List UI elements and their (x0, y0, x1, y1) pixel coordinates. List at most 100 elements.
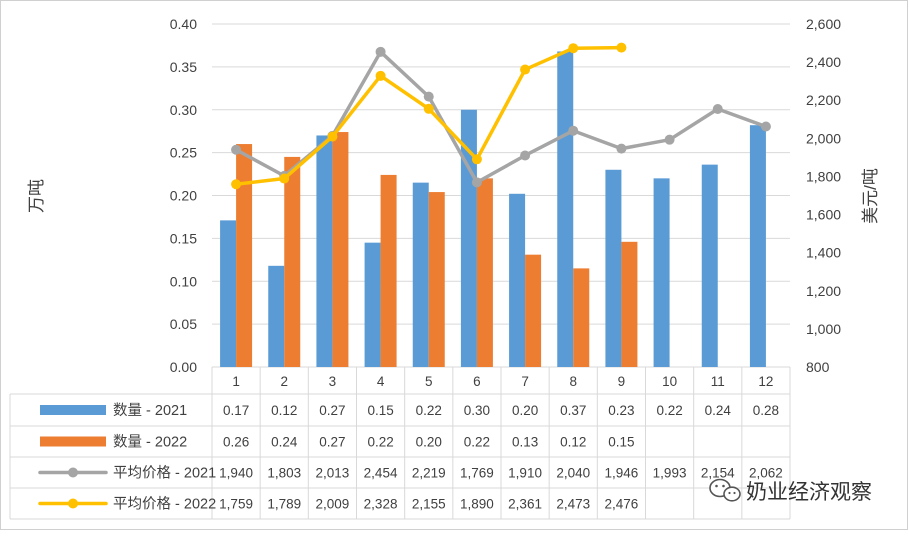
left-tick-label: 0.05 (170, 316, 197, 332)
left-tick-label: 0.20 (170, 188, 197, 204)
series-point (423, 103, 434, 114)
table-cell-value: 0.30 (464, 403, 490, 418)
bar (749, 125, 766, 367)
bar (701, 164, 718, 367)
series-point (664, 134, 675, 145)
right-tick-label: 2,400 (806, 54, 841, 70)
table-cell-value: 1,993 (653, 466, 687, 481)
category-label: 9 (618, 374, 626, 389)
table-cell-value: 1,789 (267, 497, 301, 512)
table-cell-value: 0.15 (367, 403, 393, 418)
bar (573, 268, 590, 367)
table-cell-value: 0.12 (560, 435, 586, 450)
table-cell-value: 0.24 (705, 403, 732, 418)
left-tick-label: 0.10 (170, 273, 197, 289)
legend-swatch (40, 436, 106, 447)
table-cell-value: 2,328 (364, 497, 398, 512)
category-label: 11 (711, 374, 725, 389)
legend-label: 数量 - 2022 (113, 434, 187, 451)
price-lines (231, 42, 771, 190)
series-point (520, 64, 531, 75)
table-cell-value: 0.22 (656, 403, 682, 418)
series-point (471, 177, 482, 188)
watermark: 奶业经济观察 (709, 478, 872, 504)
legend-label: 数量 - 2021 (113, 402, 187, 419)
right-tick-label: 1,200 (806, 283, 841, 299)
bar (525, 254, 542, 367)
right-tick-label: 2,200 (806, 92, 841, 108)
table-cell-value: 1,769 (460, 466, 494, 481)
left-tick-label: 0.25 (170, 145, 197, 161)
gridlines (212, 23, 790, 325)
right-tick-label: 1,800 (806, 168, 841, 184)
right-tick-label: 2,000 (806, 130, 841, 146)
category-label: 3 (329, 374, 337, 389)
series-point (231, 144, 242, 155)
table-cell-value: 0.24 (271, 435, 298, 450)
wechat-logo-icon (709, 478, 741, 502)
bar (380, 174, 397, 367)
table-cell-value: 0.22 (464, 435, 490, 450)
table-cell-value: 1,890 (460, 497, 494, 512)
table-cell-value: 1,759 (219, 497, 253, 512)
right-tick-label: 1,000 (806, 321, 841, 337)
legend-swatch (40, 405, 106, 415)
table-cell-value: 0.20 (416, 435, 442, 450)
left-tick-label: 0.30 (170, 102, 197, 118)
legend-entry: 数量 - 2021 (40, 402, 187, 419)
legend-label: 平均价格 - 2021 (113, 465, 216, 482)
bar (557, 51, 574, 367)
table-cell-value: 2,013 (316, 466, 350, 481)
series-point (279, 173, 290, 184)
watermark-text: 奶业经济观察 (746, 481, 872, 504)
bar (316, 135, 333, 367)
right-tick-label: 2,600 (806, 16, 841, 32)
table-cell-value: 0.17 (223, 403, 249, 418)
table-cell-value: 1,940 (219, 466, 253, 481)
legend-marker (68, 498, 78, 509)
bar (268, 265, 285, 367)
bar (332, 132, 349, 367)
bar (605, 169, 622, 367)
table-cell-value: 0.22 (416, 403, 442, 418)
category-label: 6 (473, 374, 481, 389)
table-cell-value: 0.27 (319, 435, 345, 450)
series-point (616, 42, 627, 53)
bar (460, 109, 477, 367)
table-cell-value: 2,009 (316, 497, 350, 512)
category-label: 2 (280, 374, 288, 389)
series-point (712, 103, 723, 114)
legend-entry: 平均价格 - 2021 (38, 465, 216, 482)
series-point (423, 91, 434, 102)
table-cell-value: 2,361 (508, 497, 542, 512)
left-tick-label: 0.40 (170, 16, 197, 32)
bar (284, 156, 301, 367)
table-cell-value: 2,473 (556, 497, 590, 512)
table-cell-value: 0.37 (560, 403, 586, 418)
table-cell-value: 0.20 (512, 403, 538, 418)
table-cell-value: 2,062 (749, 466, 783, 481)
legend-entry: 平均价格 - 2022 (38, 496, 216, 513)
legend-label: 平均价格 - 2022 (113, 496, 216, 513)
category-label: 8 (569, 374, 577, 389)
table-cell-value: 2,219 (412, 466, 446, 481)
right-tick-label: 800 (806, 359, 830, 375)
table-cell-value: 0.23 (608, 403, 634, 418)
right-tick-label: 1,400 (806, 245, 841, 261)
table-cell-value: 0.13 (512, 435, 538, 450)
table-cell-value: 0.22 (367, 435, 393, 450)
series-point (327, 131, 338, 142)
series-point (375, 70, 386, 81)
table-cell-value: 2,040 (556, 466, 590, 481)
table-cell-value: 1,946 (605, 466, 639, 481)
category-label: 12 (758, 374, 773, 389)
bar (412, 182, 429, 367)
table-cell-value: 0.26 (223, 435, 249, 450)
bar (364, 242, 381, 367)
category-label: 5 (425, 374, 433, 389)
bars (220, 51, 766, 367)
category-label: 1 (232, 374, 240, 389)
series-point (375, 46, 386, 57)
